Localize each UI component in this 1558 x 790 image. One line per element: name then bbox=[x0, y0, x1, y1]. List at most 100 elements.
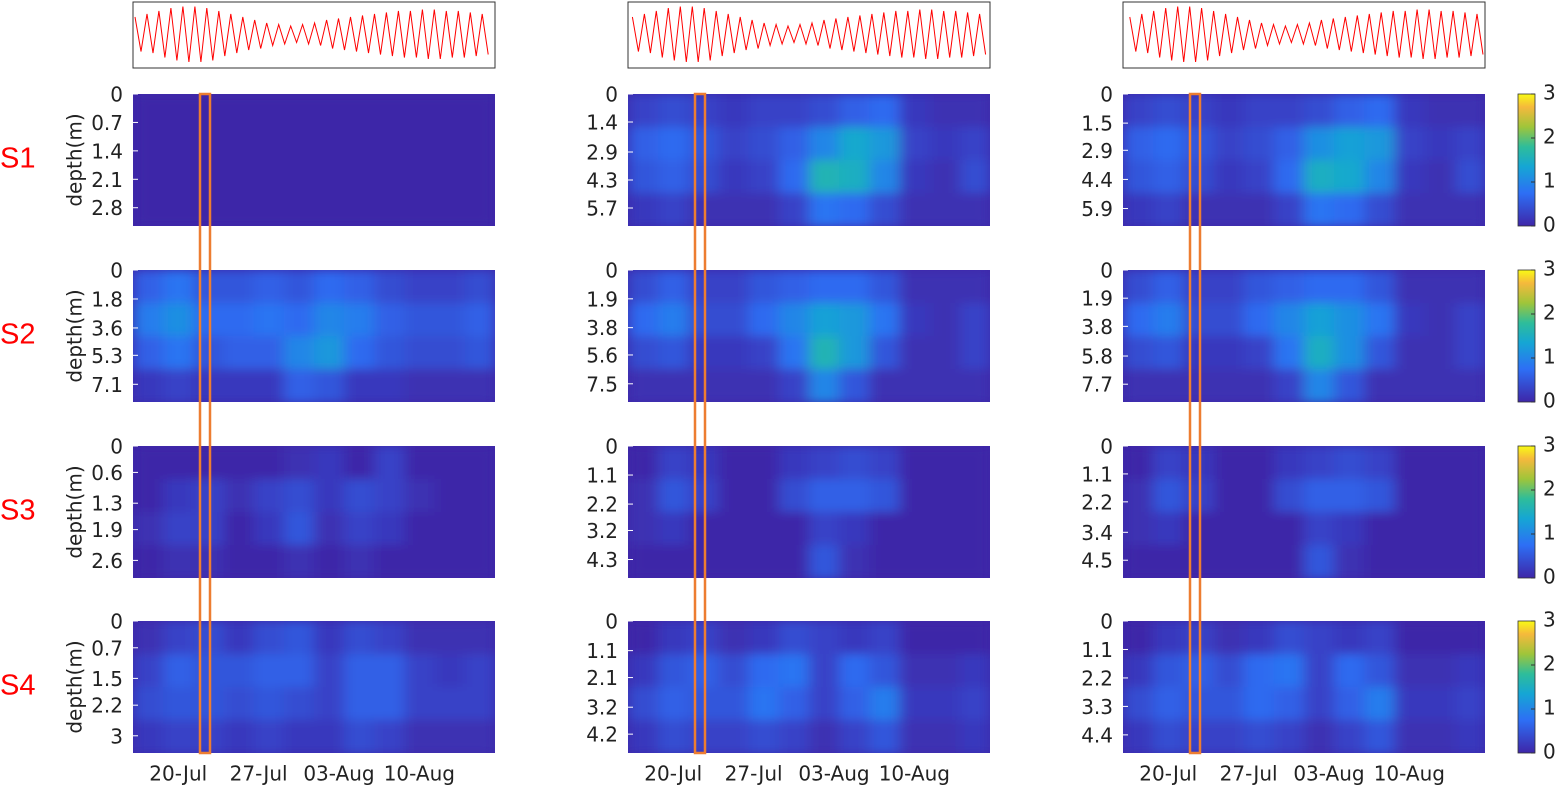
x-tick-label: 03-Aug bbox=[1293, 762, 1364, 786]
heat-cell bbox=[809, 127, 841, 161]
heat-cell bbox=[1153, 621, 1185, 655]
heat-cell bbox=[133, 512, 165, 546]
heat-cell bbox=[809, 621, 841, 655]
heat-cell bbox=[748, 687, 780, 721]
heat-cell bbox=[283, 127, 315, 161]
heat-cell bbox=[374, 654, 406, 688]
heat-cell bbox=[628, 621, 660, 655]
heat-cell bbox=[1424, 369, 1456, 402]
row-label: S4 bbox=[0, 670, 35, 702]
heat-cell bbox=[1394, 193, 1426, 226]
heat-cell bbox=[464, 687, 495, 721]
heat-cell bbox=[718, 303, 750, 337]
heat-cell bbox=[344, 193, 376, 226]
heat-cell bbox=[163, 479, 195, 513]
heat-cell bbox=[163, 193, 195, 226]
heat-cell bbox=[809, 545, 841, 578]
heat-cell bbox=[869, 446, 901, 480]
heat-cell bbox=[1123, 720, 1155, 753]
heat-cell bbox=[778, 545, 810, 578]
heat-cell bbox=[314, 479, 346, 513]
y-tick-label: 3.8 bbox=[1081, 315, 1113, 339]
heat-cell bbox=[1243, 193, 1275, 226]
heat-cell bbox=[778, 479, 810, 513]
colorbar-tick-label: 1 bbox=[1543, 521, 1556, 545]
heat-cell bbox=[1424, 654, 1456, 688]
colorbar-tick-label: 0 bbox=[1543, 565, 1556, 589]
heat-cell bbox=[1243, 687, 1275, 721]
y-tick-label: 0 bbox=[1100, 435, 1113, 459]
heat-cell bbox=[1424, 720, 1456, 753]
heatmap-cells bbox=[628, 621, 990, 753]
heat-cell bbox=[223, 303, 255, 337]
heat-cell bbox=[1454, 160, 1485, 194]
heat-cell bbox=[658, 160, 690, 194]
y-tick-label: 2.8 bbox=[91, 196, 123, 220]
y-tick-label: 2.1 bbox=[91, 168, 123, 192]
heat-cell bbox=[1394, 621, 1426, 655]
heat-cell bbox=[1334, 270, 1366, 304]
heat-cell bbox=[344, 160, 376, 194]
heat-cell bbox=[163, 545, 195, 578]
colorbar-tick-label: 1 bbox=[1543, 345, 1556, 369]
heat-cell bbox=[1304, 545, 1336, 578]
heat-cell bbox=[314, 720, 346, 753]
heat-cell bbox=[1123, 127, 1155, 161]
heat-cell bbox=[929, 270, 961, 304]
heat-cell bbox=[464, 545, 495, 578]
heat-cell bbox=[1273, 336, 1305, 370]
y-tick-label: 3.2 bbox=[586, 696, 618, 720]
heat-cell bbox=[658, 545, 690, 578]
heat-cell bbox=[1394, 446, 1426, 480]
heat-cell bbox=[628, 720, 660, 753]
heat-cell bbox=[628, 512, 660, 546]
heat-cell bbox=[1334, 369, 1366, 402]
heat-cell bbox=[899, 193, 931, 226]
heat-cell bbox=[748, 270, 780, 304]
heat-cell bbox=[253, 720, 285, 753]
heat-cell bbox=[1153, 720, 1185, 753]
heat-cell bbox=[1243, 545, 1275, 578]
heat-cell bbox=[434, 687, 466, 721]
heat-cell bbox=[283, 545, 315, 578]
heat-cell bbox=[929, 545, 961, 578]
heat-cell bbox=[959, 303, 990, 337]
heat-cell bbox=[1334, 160, 1366, 194]
heat-cell bbox=[748, 446, 780, 480]
y-tick-label: 1.1 bbox=[1081, 462, 1113, 486]
heat-cell bbox=[1213, 193, 1245, 226]
heat-cell bbox=[1394, 94, 1426, 128]
heat-cell bbox=[628, 270, 660, 304]
y-tick-label: 5.3 bbox=[91, 344, 123, 368]
colorbar bbox=[1517, 269, 1536, 403]
highlight-box bbox=[1188, 92, 1202, 755]
heat-cell bbox=[314, 127, 346, 161]
heat-cell bbox=[404, 336, 436, 370]
heat-cell bbox=[163, 720, 195, 753]
heat-cell bbox=[163, 446, 195, 480]
heat-cell bbox=[314, 512, 346, 546]
heat-cell bbox=[404, 127, 436, 161]
y-tick-label: 0 bbox=[110, 83, 123, 107]
heat-cell bbox=[1424, 687, 1456, 721]
colorbar-tick-label: 2 bbox=[1543, 301, 1556, 325]
heat-cell bbox=[1304, 127, 1336, 161]
y-tick-label: 1.4 bbox=[586, 111, 618, 135]
heat-cell bbox=[778, 621, 810, 655]
heat-cell bbox=[839, 479, 871, 513]
heat-cell bbox=[1273, 303, 1305, 337]
heat-cell bbox=[1273, 687, 1305, 721]
heat-cell bbox=[658, 193, 690, 226]
y-tick-label: 0 bbox=[605, 83, 618, 107]
heat-cell bbox=[1364, 446, 1396, 480]
heat-cell bbox=[1394, 687, 1426, 721]
heat-cell bbox=[1304, 303, 1336, 337]
heat-cell bbox=[658, 720, 690, 753]
heat-cell bbox=[869, 127, 901, 161]
y-tick-label: 2.2 bbox=[1081, 490, 1113, 514]
heat-cell bbox=[1364, 303, 1396, 337]
heat-cell bbox=[223, 369, 255, 402]
heat-cell bbox=[959, 336, 990, 370]
heat-cell bbox=[404, 720, 436, 753]
